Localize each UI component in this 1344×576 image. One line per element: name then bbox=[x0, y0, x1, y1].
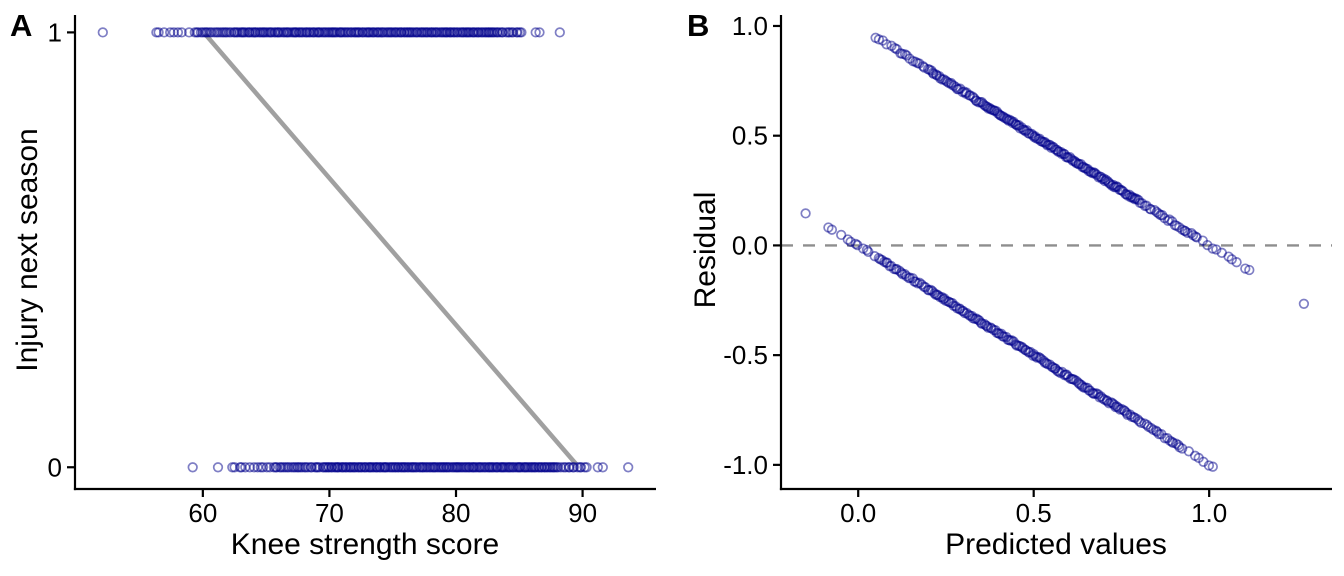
points-residuals-not-injured bbox=[800, 208, 1218, 472]
x-tick-label: 90 bbox=[568, 498, 597, 528]
x-tick-label: 70 bbox=[315, 498, 344, 528]
x-tick-label: 60 bbox=[188, 498, 217, 528]
y-tick-label: 0 bbox=[48, 452, 62, 482]
panel-A-axes: 60 70 80 90 0 1 bbox=[48, 15, 656, 528]
x-tick-label: 0.5 bbox=[1016, 498, 1052, 528]
y-tick-label: -1.0 bbox=[723, 450, 768, 480]
panel-a-label: A bbox=[10, 8, 33, 43]
points-not-injured bbox=[187, 462, 634, 473]
y-tick-label: 0.5 bbox=[732, 121, 768, 151]
panel-b-yaxis-title: Residual bbox=[689, 191, 722, 309]
panel-B-axes: 0.0 0.5 1.0 1.0 0.5 0.0 -0.5 -1.0 bbox=[723, 11, 1332, 528]
panel-b-label: B bbox=[687, 8, 710, 43]
y-tick-label: 0.0 bbox=[732, 230, 768, 260]
x-tick-label: 80 bbox=[442, 498, 471, 528]
fit-line bbox=[203, 32, 578, 466]
panel-a-yaxis-title: Injury next season bbox=[11, 128, 44, 372]
y-tick-label: 1 bbox=[48, 17, 62, 47]
y-tick-label: 1.0 bbox=[732, 11, 768, 41]
points-residuals-injured bbox=[870, 32, 1310, 309]
x-tick-label: 0.0 bbox=[840, 498, 876, 528]
panel-b-xaxis-title: Predicted values bbox=[945, 528, 1167, 561]
y-tick-label: -0.5 bbox=[723, 340, 768, 370]
x-tick-label: 1.0 bbox=[1191, 498, 1227, 528]
points-injured-next-season bbox=[97, 27, 565, 38]
panel-a-xaxis-title: Knee strength score bbox=[230, 528, 500, 561]
